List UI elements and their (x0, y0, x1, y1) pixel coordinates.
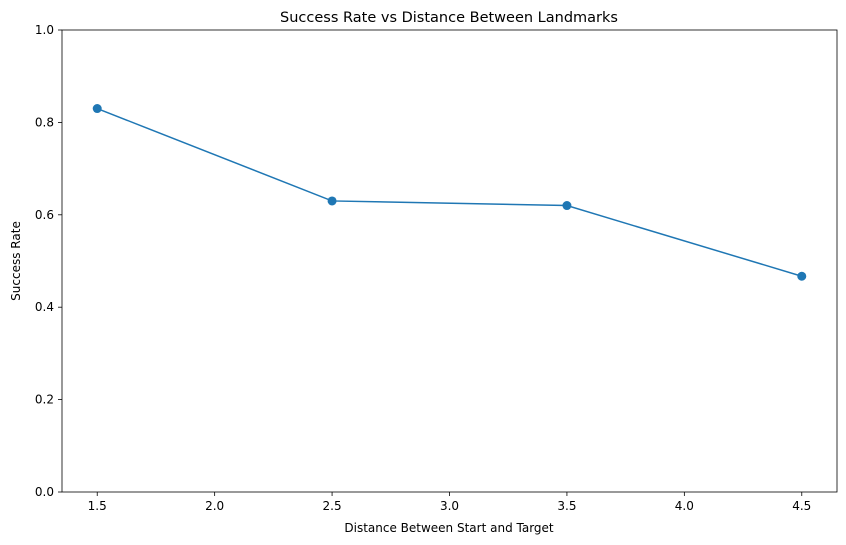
x-tick-label: 4.5 (792, 499, 811, 513)
x-tick-label: 1.5 (88, 499, 107, 513)
data-point (562, 201, 572, 211)
y-tick-label: 0.8 (35, 115, 54, 129)
x-tick-label: 4.0 (675, 499, 694, 513)
y-axis-label: Success Rate (9, 221, 23, 301)
x-tick-label: 3.5 (557, 499, 576, 513)
y-tick-label: 0.2 (35, 393, 54, 407)
series-line (96, 107, 802, 277)
data-point (92, 104, 102, 114)
data-point (797, 271, 807, 281)
x-tick-label: 2.0 (205, 499, 224, 513)
x-tick-label: 2.5 (323, 499, 342, 513)
x-tick-label: 3.0 (440, 499, 459, 513)
x-axis: 1.5 2.0 2.5 3.0 3.5 4.0 4.5 (88, 492, 811, 513)
y-tick-label: 0.6 (35, 208, 54, 222)
plot-area (92, 104, 807, 281)
y-tick-label: 0.0 (35, 485, 54, 499)
chart-title: Success Rate vs Distance Between Landmar… (280, 10, 618, 26)
plot-frame (61, 29, 838, 493)
y-tick-label: 1.0 (35, 23, 54, 37)
y-axis: 0.0 0.2 0.4 0.6 0.8 1.0 (35, 23, 62, 499)
data-point (327, 196, 337, 206)
y-tick-label: 0.4 (35, 300, 54, 314)
x-axis-label: Distance Between Start and Target (344, 521, 554, 535)
